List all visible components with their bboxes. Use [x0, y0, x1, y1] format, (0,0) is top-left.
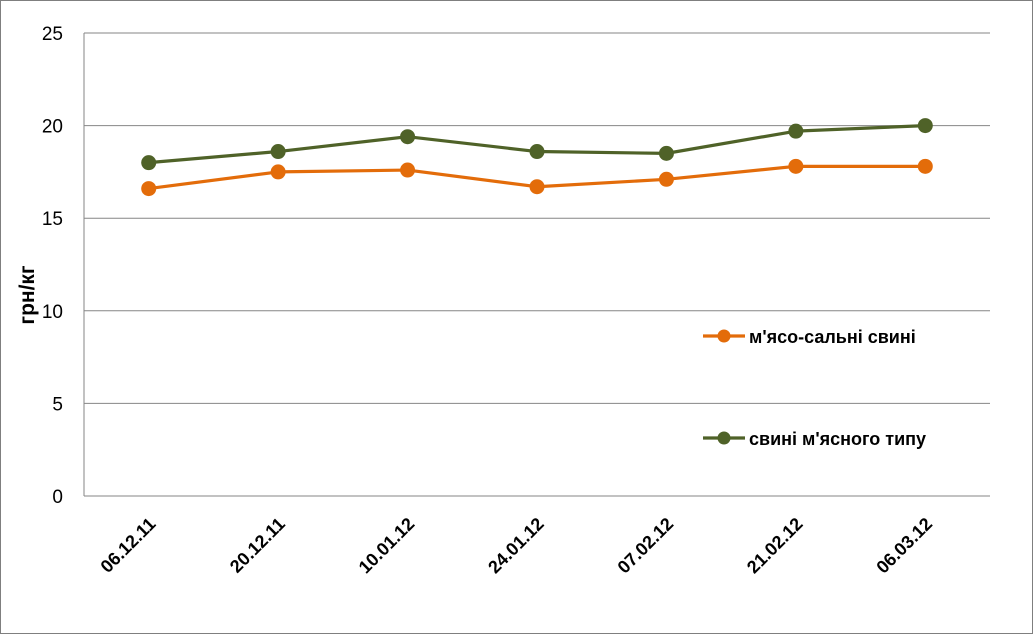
data-point — [788, 123, 804, 139]
legend-marker — [717, 431, 731, 445]
data-point — [141, 181, 157, 197]
data-point — [141, 155, 157, 171]
y-tick-labels: 0 5 10 15 20 25 — [42, 24, 63, 508]
x-tick-label: 07.02.12 — [614, 514, 678, 578]
axes — [83, 33, 990, 497]
data-point — [400, 129, 416, 145]
data-point — [658, 171, 674, 187]
y-tick-label: 0 — [52, 487, 63, 508]
legend-label: м'ясо-сальні свині — [749, 327, 916, 347]
x-tick-label: 06.03.12 — [872, 514, 936, 578]
x-tick-labels: 06.12.11 20.12.11 10.01.12 24.01.12 07.02.12… — [97, 514, 937, 578]
x-tick-label: 20.12.11 — [226, 514, 289, 577]
y-tick-label: 15 — [42, 209, 63, 230]
legend-label: свині м'ясного типу — [749, 429, 926, 449]
y-tick-label: 20 — [42, 117, 63, 138]
data-point — [270, 164, 286, 180]
y-tick-label: 10 — [42, 302, 63, 323]
legend-marker — [717, 329, 731, 343]
y-axis-label: грн/кг — [16, 265, 39, 325]
legend: м'ясо-сальні свині свині м'ясного типу — [703, 327, 926, 449]
data-point — [658, 145, 674, 161]
series-layer — [141, 118, 933, 197]
x-tick-label: 10.01.12 — [355, 514, 419, 578]
data-point — [788, 158, 804, 174]
data-point — [400, 162, 416, 178]
x-tick-label: 24.01.12 — [484, 514, 548, 578]
data-point — [917, 118, 933, 134]
data-point — [270, 144, 286, 160]
data-point — [917, 158, 933, 174]
data-point — [529, 179, 545, 195]
x-tick-label: 21.02.12 — [743, 514, 807, 578]
y-tick-label: 5 — [52, 394, 63, 415]
data-point — [529, 144, 545, 160]
x-tick-label: 06.12.11 — [97, 514, 160, 577]
gridlines — [84, 32, 990, 404]
y-tick-label: 25 — [42, 24, 63, 45]
